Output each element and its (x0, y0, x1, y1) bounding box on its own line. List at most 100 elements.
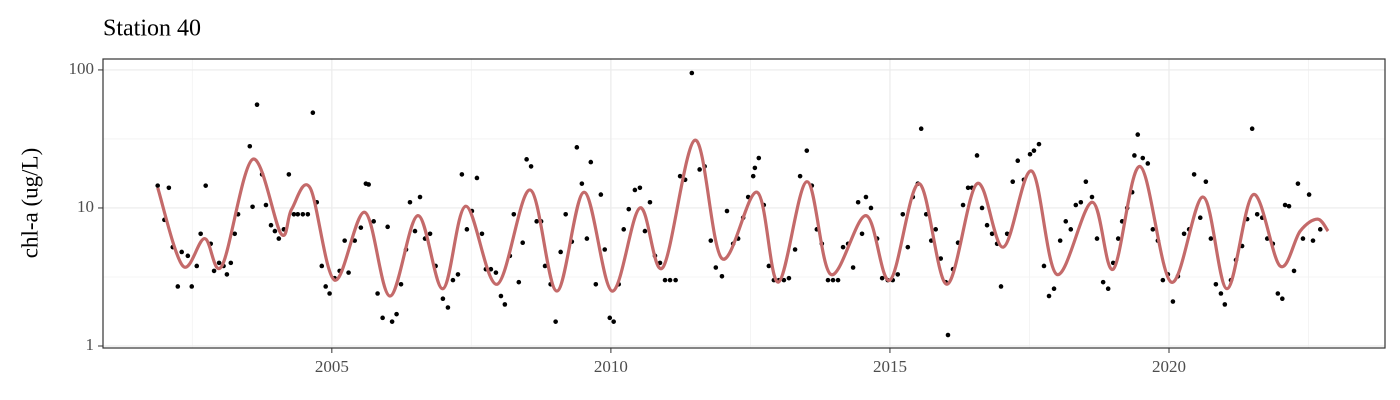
x-tick-label: 2015 (873, 357, 907, 376)
point (300, 211, 306, 217)
point (1105, 286, 1111, 292)
point (268, 222, 274, 228)
point (295, 211, 301, 217)
x-tick-label: 2010 (594, 357, 628, 376)
point (216, 260, 222, 266)
y-tick-label: 100 (69, 59, 95, 78)
point (895, 272, 901, 277)
point (840, 244, 846, 250)
point (677, 173, 683, 179)
point (642, 228, 648, 234)
point (756, 155, 762, 161)
point (752, 165, 758, 171)
point (1160, 277, 1166, 283)
point (1291, 268, 1297, 274)
point (918, 126, 924, 132)
point (1254, 211, 1260, 217)
point (224, 272, 230, 277)
point (647, 199, 653, 205)
point (534, 219, 539, 224)
point (1170, 299, 1176, 304)
point (632, 187, 638, 193)
point (276, 236, 282, 241)
point (520, 240, 526, 246)
y-tick-label: 1 (86, 335, 95, 354)
point (797, 173, 803, 179)
point (155, 183, 160, 188)
point (786, 275, 792, 281)
point (327, 291, 332, 296)
point (1150, 227, 1156, 232)
point (511, 211, 517, 217)
point (697, 167, 702, 172)
point (440, 296, 446, 302)
point (830, 277, 836, 283)
point (1083, 179, 1089, 184)
point (1275, 291, 1281, 296)
point (211, 268, 217, 274)
point (352, 238, 358, 243)
point (750, 173, 756, 179)
point (389, 319, 395, 324)
point (323, 284, 328, 289)
point (792, 247, 798, 252)
point (719, 273, 725, 279)
point (974, 153, 980, 158)
point (427, 231, 433, 237)
point (407, 199, 413, 205)
point (445, 305, 451, 310)
point (291, 211, 297, 217)
point (1046, 293, 1052, 299)
x-tick-label: 2020 (1152, 357, 1186, 376)
point (417, 194, 423, 200)
y-axis-label: chl-a (ug/L) (17, 148, 42, 258)
point (380, 315, 385, 321)
point (933, 227, 939, 232)
point (1191, 172, 1197, 177)
point (358, 225, 364, 230)
point (868, 205, 874, 211)
point (371, 219, 376, 224)
point (574, 145, 580, 150)
point (724, 208, 730, 214)
point (621, 227, 627, 232)
point (198, 231, 203, 237)
point (1100, 279, 1106, 285)
point (673, 277, 678, 283)
point (175, 284, 181, 289)
point (1094, 236, 1100, 241)
point (579, 181, 585, 186)
point (459, 172, 465, 177)
point (984, 222, 990, 228)
point (1145, 161, 1151, 166)
point (319, 263, 325, 269)
point (1057, 238, 1063, 243)
point (1135, 132, 1141, 137)
point (479, 231, 485, 237)
point (1068, 227, 1074, 232)
point (781, 277, 787, 283)
point (1203, 179, 1209, 184)
point (305, 211, 311, 217)
point (662, 277, 668, 283)
point (464, 227, 470, 232)
fit-line (156, 138, 1330, 298)
point (1181, 231, 1187, 237)
point (166, 185, 172, 191)
point (593, 281, 599, 287)
point (626, 206, 632, 212)
point (1010, 179, 1016, 184)
point (1218, 291, 1224, 296)
point (498, 293, 504, 299)
point (879, 275, 885, 281)
point (232, 231, 238, 237)
point (342, 238, 347, 243)
point (542, 263, 548, 269)
point (189, 284, 195, 289)
point (286, 172, 292, 177)
point (1295, 181, 1301, 186)
point (1306, 192, 1312, 197)
point (553, 319, 558, 324)
point (611, 319, 616, 324)
